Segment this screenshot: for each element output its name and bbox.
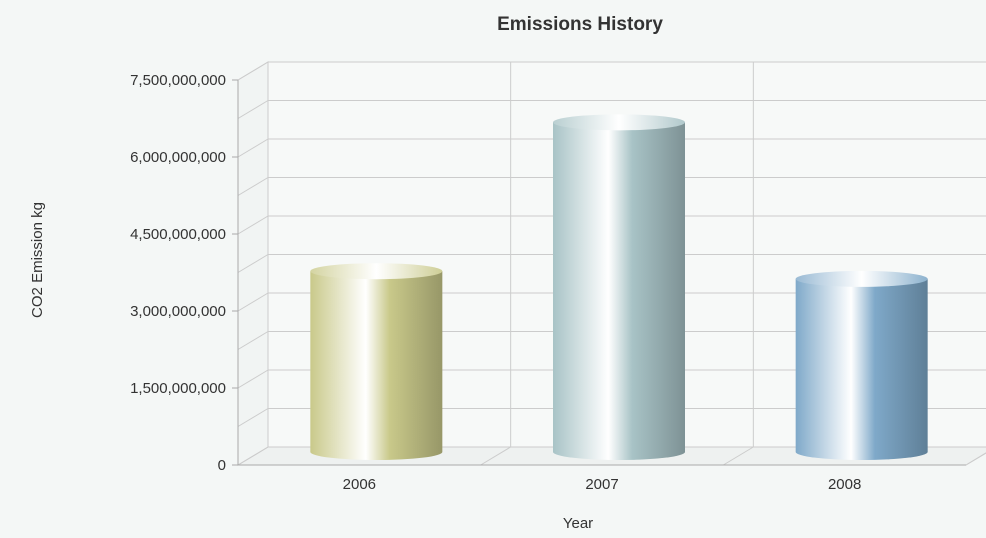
bar-2006: [310, 263, 443, 460]
bar-body: [553, 122, 685, 460]
grid-line-side: [237, 138, 269, 158]
grid-line-side: [237, 177, 269, 196]
grid-line-side: [237, 100, 269, 119]
y-axis-label: CO2 Emission kg: [29, 202, 46, 318]
bar-body: [310, 271, 443, 460]
grid-line-side: [237, 369, 269, 389]
grid-line-side: [237, 331, 269, 350]
bar-2008: [795, 270, 928, 460]
grid-line-floor: [480, 446, 511, 466]
grid-line-side: [237, 61, 269, 81]
y-tick-label: 4,500,000,000: [130, 226, 226, 243]
bars: [310, 114, 928, 460]
grid-line-side: [237, 292, 269, 312]
bar-top: [795, 270, 928, 287]
grid-line-floor: [723, 446, 754, 466]
bar-top: [553, 114, 685, 131]
bar-top: [310, 263, 443, 280]
y-tick-label: 3,000,000,000: [130, 303, 226, 320]
x-tick-label: 2006: [343, 476, 376, 493]
grid-line-floor: [965, 452, 986, 466]
grid-line-side: [237, 408, 269, 427]
x-axis-label: Year: [563, 515, 593, 532]
y-tick-label: 7,500,000,000: [130, 72, 226, 89]
chart-title: Emissions History: [497, 14, 663, 35]
bar-2007: [553, 114, 685, 460]
grid-line-side: [237, 446, 269, 466]
y-axis-ticks: 0 1,500,000,000 3,000,000,000 4,500,000,000…: [130, 72, 239, 474]
x-axis-ticks: 2006 2007 2008: [238, 464, 966, 493]
grid-line-side: [237, 215, 269, 235]
x-tick-label: 2007: [585, 476, 618, 493]
bar-body: [795, 278, 928, 460]
y-tick-label: 1,500,000,000: [130, 380, 226, 397]
y-tick-label: 6,000,000,000: [130, 149, 226, 166]
grid-line-side: [237, 254, 269, 273]
x-tick-label: 2008: [828, 476, 861, 493]
y-tick-label: 0: [218, 457, 226, 474]
